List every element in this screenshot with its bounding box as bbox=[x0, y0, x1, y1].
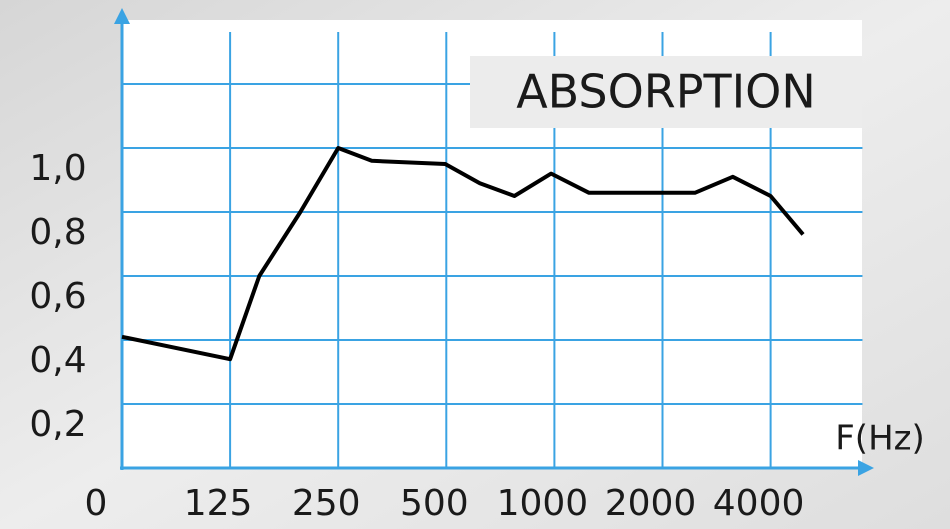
y-tick-label: 1,0 bbox=[29, 148, 86, 189]
y-tick-label: 0,6 bbox=[29, 276, 86, 317]
y-tick-label: 0,4 bbox=[29, 340, 86, 381]
x-axis-arrow bbox=[858, 460, 874, 476]
data-line bbox=[121, 146, 805, 362]
title-box bbox=[470, 56, 862, 128]
x-tick-label: 4000 bbox=[713, 483, 805, 524]
x-tick-label: 250 bbox=[292, 483, 361, 524]
y-axis-arrow bbox=[114, 8, 130, 24]
y-tick-label: 0,8 bbox=[29, 212, 86, 253]
x-tick-label: 0 bbox=[85, 483, 108, 524]
chart-title: ABSORPTION bbox=[516, 65, 816, 119]
x-tick-label: 1000 bbox=[497, 483, 589, 524]
x-tick-label: 500 bbox=[400, 483, 469, 524]
grid bbox=[122, 32, 863, 468]
x-axis-label: F(Hz) bbox=[835, 419, 925, 459]
x-tick-label: 2000 bbox=[605, 483, 697, 524]
x-tick-label: 125 bbox=[184, 483, 253, 524]
y-tick-label: 0,2 bbox=[29, 404, 86, 445]
